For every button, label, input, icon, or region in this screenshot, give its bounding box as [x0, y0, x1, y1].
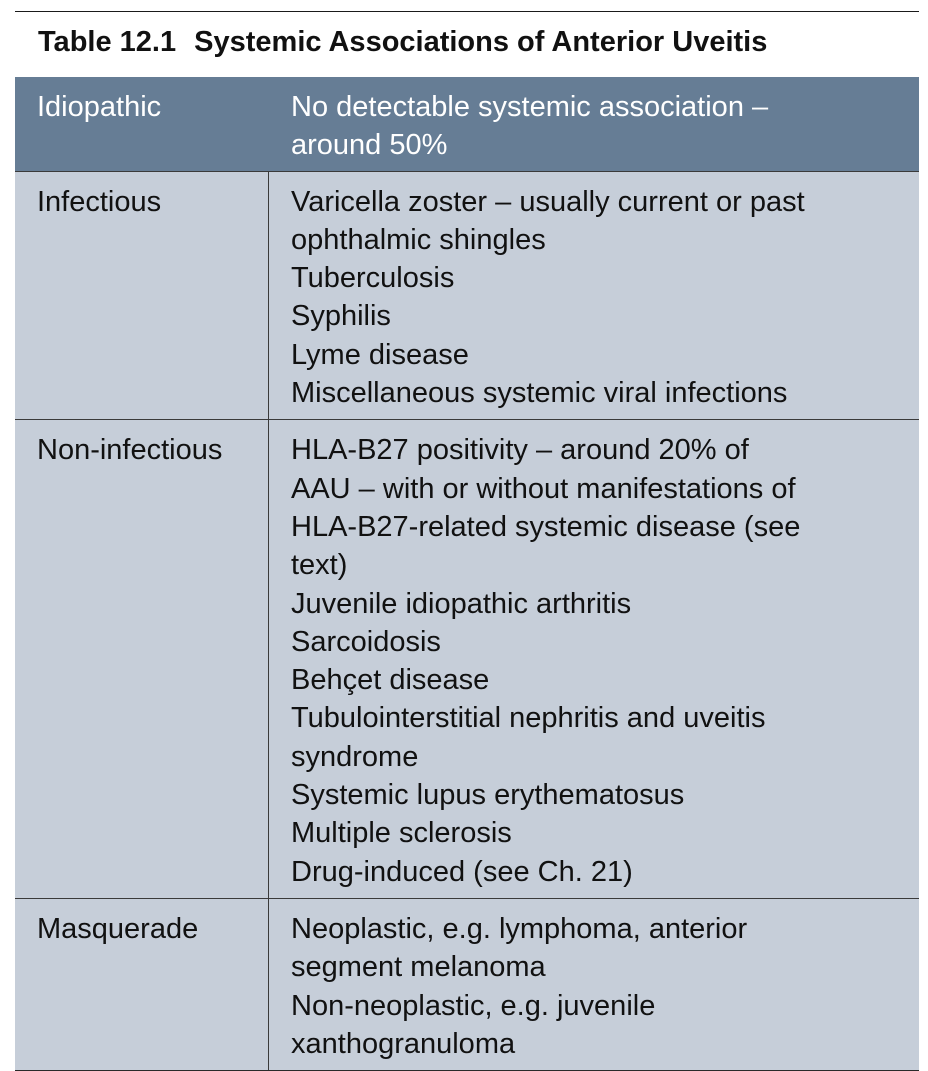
list-item: Drug-induced (see Ch. 21): [291, 855, 633, 888]
table-row-masquerade: Masquerade Neoplastic, e.g. lymphoma, an…: [15, 897, 919, 1071]
list-item: Miscellaneous systemic viral infections: [291, 377, 788, 410]
table-line: around 50%: [291, 129, 448, 162]
list-item: Varicella zoster – usually current or pa…: [291, 185, 805, 218]
row-content-masquerade: Neoplastic, e.g. lymphoma, anterior segm…: [269, 899, 919, 1070]
row-label-infectious: Infectious: [15, 171, 269, 420]
list-item: Sarcoidosis: [291, 625, 441, 658]
table-header-row: Idiopathic No detectable systemic associ…: [15, 77, 919, 171]
list-item: HLA-B27-related systemic disease (see: [291, 510, 801, 543]
row-label-non-infectious: Non-infectious: [15, 420, 269, 898]
row-content-non-infectious: HLA-B27 positivity – around 20% of AAU –…: [269, 420, 919, 898]
table-number: Table 12.1: [38, 26, 177, 58]
row-label-idiopathic: Idiopathic: [37, 91, 162, 123]
list-item: Non-neoplastic, e.g. juvenile: [291, 989, 656, 1022]
list-item: Behçet disease: [291, 664, 490, 697]
list-item: Neoplastic, e.g. lymphoma, anterior: [291, 912, 748, 945]
list-item: Lyme disease: [291, 338, 469, 371]
list-item: Multiple sclerosis: [291, 817, 512, 850]
list-item: xanthogranuloma: [291, 1027, 516, 1060]
list-item: Syphilis: [291, 300, 391, 333]
list-item: ophthalmic shingles: [291, 223, 546, 256]
table-row-non-infectious: Non-infectious HLA-B27 positivity – arou…: [15, 419, 919, 898]
list-item: AAU – with or without manifestations of: [291, 472, 796, 505]
table-row-infectious: Infectious Varicella zoster – usually cu…: [15, 170, 919, 420]
list-item: Systemic lupus erythematosus: [291, 779, 685, 812]
row-label-masquerade: Masquerade: [15, 898, 269, 1071]
row-content-infectious: Varicella zoster – usually current or pa…: [269, 172, 919, 420]
list-item: syndrome: [291, 740, 419, 773]
row-content-idiopathic: No detectable systemic association – aro…: [269, 77, 919, 171]
table-line: No detectable systemic association –: [291, 91, 769, 123]
list-item: text): [291, 549, 348, 582]
list-item: Tubulointerstitial nephritis and uveitis: [291, 702, 766, 735]
table-title: Table 12.1 Systemic Associations of Ante…: [38, 26, 767, 59]
list-item: Tuberculosis: [291, 262, 455, 295]
top-rule: [15, 11, 919, 12]
table-title-text: Systemic Associations of Anterior Uveiti…: [194, 26, 768, 58]
list-item: segment melanoma: [291, 951, 546, 984]
associations-table: Idiopathic No detectable systemic associ…: [15, 77, 919, 1071]
list-item: HLA-B27 positivity – around 20% of: [291, 434, 749, 467]
list-item: Juvenile idiopathic arthritis: [291, 587, 632, 620]
